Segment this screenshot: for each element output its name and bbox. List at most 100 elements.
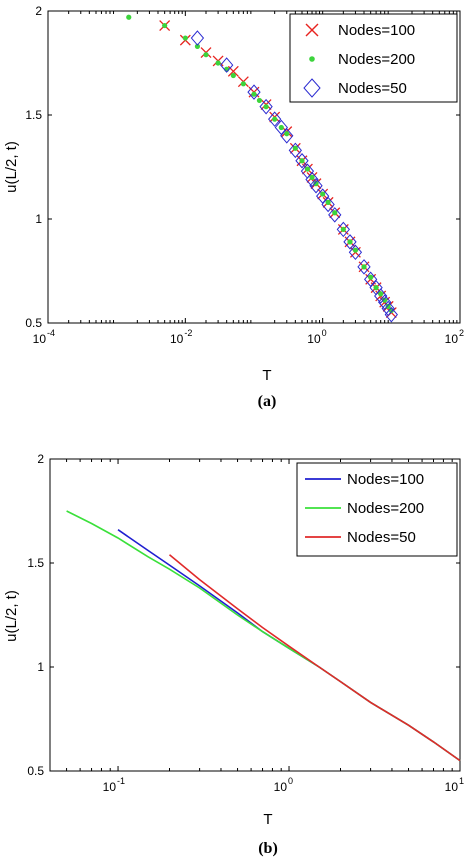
data-point-dot <box>313 181 319 187</box>
y-tick-label: 2 <box>35 4 42 18</box>
data-point-dot <box>263 104 269 110</box>
data-point-dot <box>332 210 338 216</box>
data-point-dot <box>347 239 353 245</box>
x-tick-label-base: 10 <box>307 332 321 346</box>
data-point-diamond <box>280 128 294 144</box>
legend-label: Nodes=50 <box>338 80 407 97</box>
data-point-dot <box>203 52 209 58</box>
x-tick-label-base: 10 <box>274 780 288 794</box>
x-tick-label-exp: 1 <box>459 776 464 786</box>
legend-label: Nodes=50 <box>347 529 416 546</box>
data-point-diamond <box>328 207 342 223</box>
chart-a-legend: Nodes=100 Nodes=200 Nodes=50 <box>289 13 458 103</box>
data-point-diamond <box>295 152 309 169</box>
y-tick-label: 1.5 <box>25 108 42 122</box>
data-point-diamond <box>259 98 273 115</box>
data-point-dot <box>378 291 384 297</box>
data-point-dot <box>373 285 379 291</box>
data-point-diamond <box>321 196 335 213</box>
data-point-dot <box>194 43 201 49</box>
data-point-diamond <box>309 177 323 194</box>
data-point-dot <box>309 174 315 180</box>
x-marker-stroke <box>305 23 319 37</box>
legend-label: Nodes=200 <box>347 500 424 517</box>
data-point-diamond <box>378 294 392 310</box>
data-point-diamond <box>374 288 388 304</box>
legend-swatch-diamond <box>303 78 321 98</box>
data-point-dot <box>278 124 284 131</box>
y-tick-label: 0.5 <box>27 764 44 778</box>
data-point-dot <box>256 97 263 104</box>
x-tick-label-base: 10 <box>445 332 459 346</box>
data-point-dot <box>340 226 346 232</box>
data-point-dot <box>368 274 374 280</box>
x-tick-label-base: 10 <box>445 780 459 794</box>
data-point-diamond <box>343 234 357 250</box>
data-point-dot <box>284 131 290 137</box>
x-tick-label-base: 10 <box>103 780 117 794</box>
y-tick-label: 1.5 <box>27 556 44 570</box>
y-tick-label: 1 <box>35 212 42 226</box>
data-point-dot <box>162 22 168 29</box>
chart-b-ylabel: u(L/2, t) <box>3 590 20 642</box>
data-point-dot <box>385 303 391 309</box>
legend-box <box>289 13 458 103</box>
data-point-diamond <box>357 259 371 275</box>
legend-box <box>296 462 458 557</box>
data-point-dot <box>230 72 236 79</box>
x-marker-stroke <box>227 65 239 77</box>
legend-label: Nodes=100 <box>338 22 415 39</box>
y-tick-label: 2 <box>37 452 44 466</box>
data-point-dot <box>126 14 132 20</box>
y-tick-label: 0.5 <box>25 316 42 330</box>
data-point-dot <box>240 81 246 87</box>
data-point-diamond <box>247 84 261 100</box>
legend-swatch-dot <box>309 56 315 62</box>
chart-a-ylabel: u(L/2, t) <box>3 141 20 193</box>
legend-label: Nodes=100 <box>347 471 424 488</box>
chart-b-legend: Nodes=100 Nodes=200 Nodes=50 <box>296 462 458 557</box>
data-point-diamond <box>384 306 398 323</box>
x-tick-label-exp: -4 <box>47 328 55 338</box>
x-tick-label-exp: 2 <box>459 328 464 338</box>
series-line <box>168 554 461 762</box>
data-point-diamond <box>348 244 363 261</box>
data-point-dot <box>382 297 388 303</box>
data-point-diamond <box>220 57 234 73</box>
data-point-diamond <box>336 221 350 238</box>
data-point-dot <box>304 166 311 172</box>
x-tick-label-exp: -2 <box>184 328 192 338</box>
data-point-dot <box>299 158 305 164</box>
x-tick-label-base: 10 <box>170 332 184 346</box>
data-point-dot <box>352 247 359 253</box>
data-point-dot <box>361 264 367 270</box>
data-point-dot <box>182 35 188 41</box>
data-point-dot <box>292 145 298 151</box>
chart-a-marks <box>126 14 398 323</box>
chart-b-panel-label: (b) <box>258 840 278 857</box>
data-point-diamond <box>381 300 395 317</box>
chart-a-plot-frame <box>47 10 461 324</box>
data-point-diamond <box>305 171 319 188</box>
data-point-dot <box>325 199 331 205</box>
data-point-dot <box>215 60 221 66</box>
data-point-dot <box>272 116 278 122</box>
chart-b-plot-frame <box>49 458 461 772</box>
x-tick-label-exp: 0 <box>322 328 327 338</box>
legend-swatch-x <box>305 23 319 37</box>
data-point-diamond <box>288 142 303 159</box>
legend-label: Nodes=200 <box>338 51 415 68</box>
y-tick-label: 1 <box>37 660 44 674</box>
x-tick-label-exp: 0 <box>288 776 293 786</box>
data-point-dot <box>320 191 326 197</box>
data-point-diamond <box>190 30 205 46</box>
x-tick-label-exp: -1 <box>117 776 125 786</box>
x-tick-label-base: 10 <box>33 332 47 346</box>
chart-a-panel-label: (a) <box>258 393 277 410</box>
data-point-diamond <box>268 111 282 127</box>
data-point-dot <box>251 91 257 97</box>
chart-a-xlabel: T <box>262 367 271 384</box>
